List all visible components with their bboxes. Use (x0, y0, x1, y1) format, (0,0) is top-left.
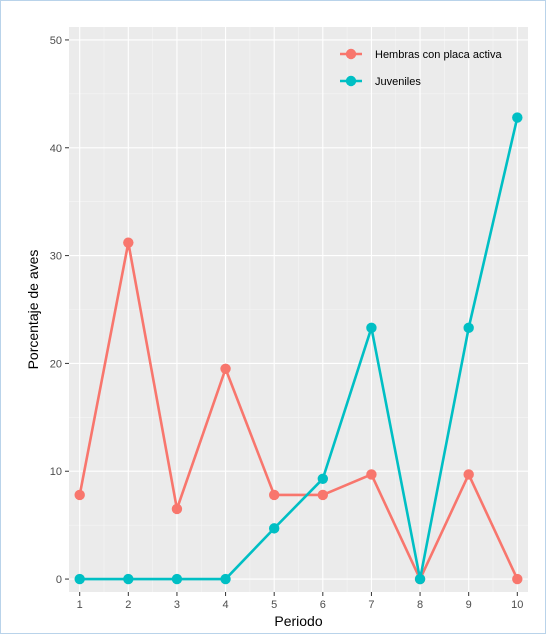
y-tick-label: 50 (50, 35, 62, 47)
grid-major (69, 27, 528, 592)
data-point (74, 489, 85, 501)
x-axis-title: Periodo (274, 613, 322, 629)
x-tick-label: 9 (466, 599, 472, 611)
legend-label: Juveniles (375, 76, 421, 88)
axis-ticks: 0 10 20 30 40 50 1 2 3 4 5 6 7 8 9 10 (50, 35, 524, 611)
x-tick-label: 8 (417, 599, 423, 611)
data-point (74, 573, 85, 585)
legend: Hembras con placa activa Juveniles (340, 48, 502, 88)
data-point (512, 573, 523, 585)
data-point (512, 112, 523, 123)
data-point (123, 573, 134, 585)
data-point (268, 523, 280, 534)
series-line (79, 117, 519, 581)
y-tick-label: 30 (50, 251, 62, 263)
data-point (220, 573, 231, 585)
data-point (366, 322, 377, 334)
y-tick-label: 40 (50, 143, 62, 155)
grid-minor (69, 27, 528, 592)
y-tick-label: 10 (50, 466, 62, 478)
data-point (171, 503, 183, 515)
data-point (463, 469, 474, 480)
x-tick-label: 5 (271, 599, 277, 611)
x-tick-label: 4 (223, 599, 229, 611)
series-line (78, 241, 519, 581)
series-layer (74, 112, 523, 585)
y-axis-title: Porcentaje de aves (25, 250, 41, 370)
data-point (268, 489, 280, 501)
y-tick-label: 0 (56, 574, 62, 586)
data-point (317, 473, 329, 484)
series-1 (74, 237, 523, 585)
data-point (414, 573, 426, 585)
series-2 (74, 112, 523, 585)
x-tick-label: 1 (77, 599, 83, 611)
legend-key-point (345, 48, 357, 60)
data-point (366, 469, 377, 480)
data-point (317, 489, 329, 501)
x-tick-label: 6 (320, 599, 326, 611)
legend-item: Hembras con placa activa (340, 48, 502, 61)
data-point (220, 363, 231, 375)
data-point (123, 237, 134, 248)
data-point (463, 322, 474, 334)
data-point (171, 573, 183, 585)
x-tick-label: 3 (174, 599, 180, 611)
x-tick-label: 7 (368, 599, 374, 611)
y-tick-label: 20 (50, 358, 62, 370)
x-tick-label: 2 (125, 599, 131, 611)
legend-key-point (345, 75, 357, 87)
legend-label: Hembras con placa activa (375, 49, 502, 61)
x-tick-label: 10 (511, 599, 523, 611)
legend-item: Juveniles (340, 75, 421, 88)
